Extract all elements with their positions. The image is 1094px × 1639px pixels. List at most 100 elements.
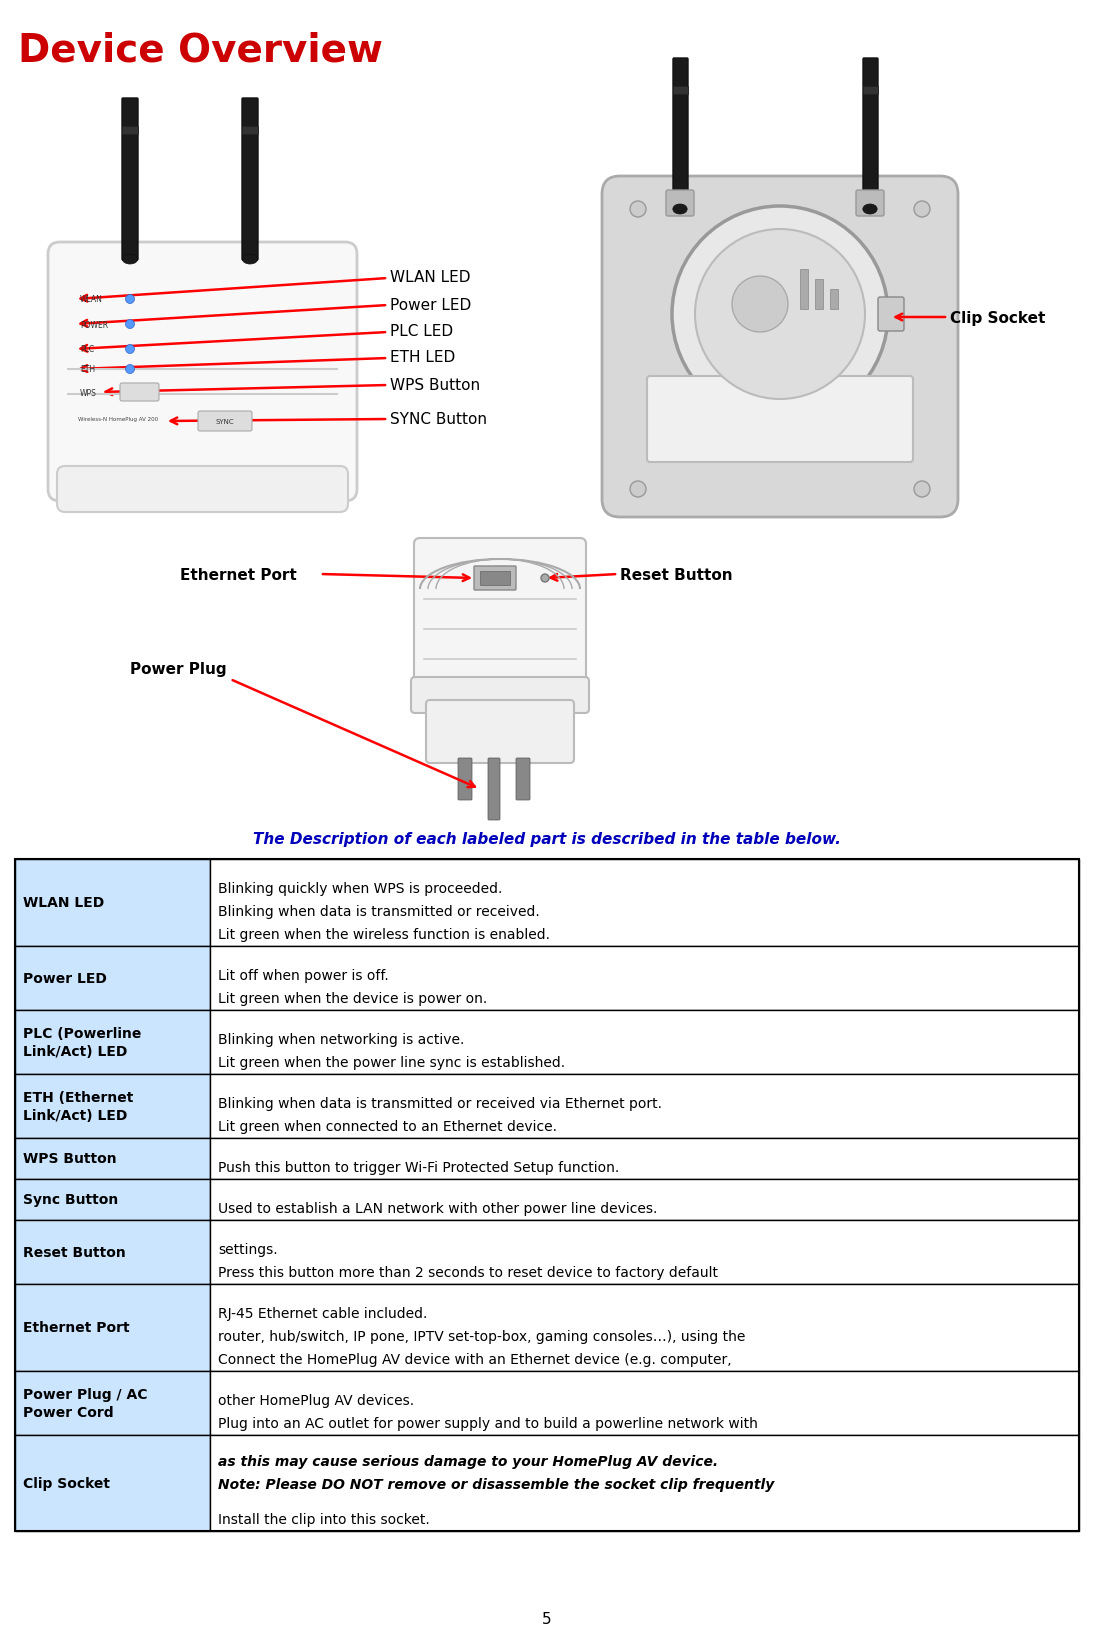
Bar — [863, 87, 878, 95]
Bar — [210, 1436, 1079, 1531]
Bar — [15, 946, 210, 1010]
FancyBboxPatch shape — [120, 384, 159, 402]
Text: PLC: PLC — [80, 346, 94, 354]
Text: Ethernet Port: Ethernet Port — [181, 567, 296, 582]
Circle shape — [126, 320, 135, 329]
Bar — [210, 859, 1079, 946]
Text: ETH: ETH — [80, 365, 95, 374]
Text: Lit green when connected to an Ethernet device.: Lit green when connected to an Ethernet … — [218, 1119, 557, 1133]
Bar — [210, 946, 1079, 1010]
FancyBboxPatch shape — [856, 190, 884, 216]
Ellipse shape — [673, 205, 687, 215]
Text: ETH LED: ETH LED — [389, 351, 455, 365]
Bar — [210, 1139, 1079, 1180]
Text: Note: Please DO NOT remove or disassemble the socket clip frequently: Note: Please DO NOT remove or disassembl… — [218, 1477, 775, 1491]
Text: router, hub/switch, IP pone, IPTV set-top-box, gaming consoles…), using the: router, hub/switch, IP pone, IPTV set-to… — [218, 1329, 745, 1344]
Text: Power LED: Power LED — [389, 297, 472, 313]
FancyBboxPatch shape — [488, 759, 500, 821]
Ellipse shape — [863, 205, 877, 215]
FancyBboxPatch shape — [426, 700, 574, 764]
Text: WPS Button: WPS Button — [23, 1152, 117, 1165]
Circle shape — [126, 295, 135, 305]
FancyBboxPatch shape — [673, 59, 688, 211]
Text: WLAN LED: WLAN LED — [389, 270, 470, 285]
Text: Lit green when the device is power on.: Lit green when the device is power on. — [218, 992, 487, 1005]
Bar — [15, 1285, 210, 1372]
Bar — [15, 1180, 210, 1221]
Bar — [15, 1372, 210, 1436]
Text: Lit green when the power line sync is established.: Lit green when the power line sync is es… — [218, 1056, 566, 1069]
Text: Power Plug: Power Plug — [130, 662, 226, 677]
Text: Wireless-N HomePlug AV 200: Wireless-N HomePlug AV 200 — [78, 418, 159, 423]
Text: Connect the HomePlug AV device with an Ethernet device (e.g. computer,: Connect the HomePlug AV device with an E… — [218, 1352, 732, 1367]
Circle shape — [126, 346, 135, 354]
Text: Power LED: Power LED — [23, 972, 107, 985]
Bar — [15, 1139, 210, 1180]
Circle shape — [630, 482, 645, 498]
Bar — [815, 280, 823, 310]
Circle shape — [695, 229, 865, 400]
Bar — [15, 1436, 210, 1531]
Bar — [15, 1074, 210, 1139]
FancyBboxPatch shape — [198, 411, 252, 431]
Bar — [800, 270, 808, 310]
Text: Blinking quickly when WPS is proceeded.: Blinking quickly when WPS is proceeded. — [218, 882, 502, 895]
Text: Clip Socket: Clip Socket — [23, 1477, 110, 1490]
Bar — [830, 290, 838, 310]
FancyBboxPatch shape — [123, 98, 138, 261]
Text: Reset Button: Reset Button — [23, 1246, 126, 1259]
Text: Lit off when power is off.: Lit off when power is off. — [218, 969, 388, 982]
Text: WLAN: WLAN — [80, 295, 103, 305]
Bar — [123, 126, 138, 134]
FancyBboxPatch shape — [863, 59, 878, 211]
FancyBboxPatch shape — [647, 377, 913, 462]
Text: Clip Socket: Clip Socket — [950, 310, 1046, 325]
FancyBboxPatch shape — [878, 298, 904, 331]
FancyBboxPatch shape — [411, 677, 589, 713]
Text: Power Plug / AC
Power Cord: Power Plug / AC Power Cord — [23, 1387, 148, 1419]
Text: as this may cause serious damage to your HomePlug AV device.: as this may cause serious damage to your… — [218, 1454, 718, 1469]
Text: SYNC: SYNC — [216, 418, 234, 425]
Bar — [15, 1221, 210, 1285]
Bar — [210, 1010, 1079, 1074]
Text: POWER: POWER — [80, 320, 108, 329]
Circle shape — [913, 202, 930, 218]
Circle shape — [672, 207, 888, 423]
Text: WLAN LED: WLAN LED — [23, 897, 104, 910]
Text: settings.: settings. — [218, 1242, 278, 1255]
FancyBboxPatch shape — [458, 759, 472, 800]
Text: Plug into an AC outlet for power supply and to build a powerline network with: Plug into an AC outlet for power supply … — [218, 1416, 758, 1431]
Text: Device Overview: Device Overview — [18, 33, 383, 70]
FancyBboxPatch shape — [474, 567, 516, 590]
Text: 5: 5 — [543, 1611, 551, 1626]
Bar — [673, 87, 688, 95]
Circle shape — [630, 202, 645, 218]
Bar — [15, 859, 210, 946]
Bar — [210, 1285, 1079, 1372]
Text: Install the clip into this socket.: Install the clip into this socket. — [218, 1513, 430, 1526]
Bar — [242, 126, 258, 134]
Bar — [15, 1010, 210, 1074]
FancyBboxPatch shape — [57, 467, 348, 513]
Text: Blinking when data is transmitted or received.: Blinking when data is transmitted or rec… — [218, 905, 539, 918]
Ellipse shape — [242, 254, 258, 266]
Text: WPS: WPS — [80, 388, 97, 397]
FancyBboxPatch shape — [414, 539, 586, 695]
Text: Push this button to trigger Wi-Fi Protected Setup function.: Push this button to trigger Wi-Fi Protec… — [218, 1160, 619, 1174]
Text: Reset Button: Reset Button — [620, 567, 733, 582]
Bar — [15, 859, 1079, 1531]
FancyBboxPatch shape — [516, 759, 529, 800]
Text: PLC LED: PLC LED — [389, 325, 453, 339]
Text: RJ-45 Ethernet cable included.: RJ-45 Ethernet cable included. — [218, 1306, 428, 1319]
Text: ETH (Ethernet
Link/Act) LED: ETH (Ethernet Link/Act) LED — [23, 1090, 133, 1123]
Bar — [210, 1221, 1079, 1285]
Circle shape — [732, 277, 788, 333]
Text: Lit green when the wireless function is enabled.: Lit green when the wireless function is … — [218, 928, 550, 941]
Text: Ethernet Port: Ethernet Port — [23, 1321, 129, 1334]
FancyBboxPatch shape — [602, 177, 958, 518]
Bar — [480, 572, 510, 585]
Text: other HomePlug AV devices.: other HomePlug AV devices. — [218, 1393, 415, 1408]
Circle shape — [913, 482, 930, 498]
Text: Press this button more than 2 seconds to reset device to factory default: Press this button more than 2 seconds to… — [218, 1265, 718, 1278]
Text: PLC (Powerline
Link/Act) LED: PLC (Powerline Link/Act) LED — [23, 1026, 141, 1059]
